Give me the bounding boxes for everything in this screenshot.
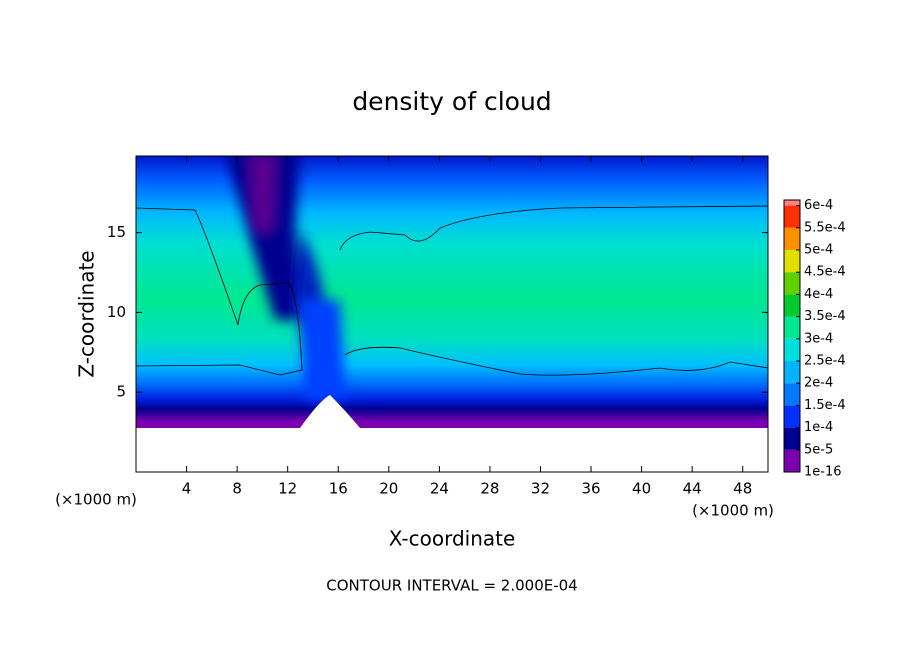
- colorbar-frame: [783, 199, 801, 473]
- colorbar-segment: [784, 383, 800, 406]
- plot-frame: [135, 155, 769, 473]
- x-tick-label: 28: [480, 480, 499, 498]
- colorbar-segment: [784, 427, 800, 450]
- colorbar-label: 3.5e-4: [804, 309, 846, 324]
- x-tick-label: 44: [683, 480, 702, 498]
- contour-note: CONTOUR INTERVAL = 2.000E-04: [326, 577, 577, 595]
- colorbar-label: 6e-4: [804, 198, 833, 213]
- field: [136, 156, 768, 472]
- x-tick-label: 32: [531, 480, 550, 498]
- colorbar-label: 4e-4: [804, 287, 833, 302]
- colorbar-segment: [784, 227, 800, 250]
- y-tick-label: 10: [107, 303, 126, 321]
- x-tick-label: 24: [430, 480, 449, 498]
- colorbar-segment: [784, 294, 800, 317]
- y-tick-label: 5: [116, 383, 126, 401]
- y-tick-label: 15: [107, 223, 126, 241]
- colorbar-segment: [784, 449, 800, 472]
- colorbar-label: 2e-4: [804, 376, 833, 391]
- colorbar-segment: [784, 205, 800, 228]
- x-tick-label: 12: [278, 480, 297, 498]
- x-unit-label: (×1000 m): [55, 491, 137, 509]
- x-tick-label: 40: [632, 480, 651, 498]
- colorbar-segment: [784, 316, 800, 339]
- x-tick-label: 8: [232, 480, 242, 498]
- colorbar-label: 1.5e-4: [804, 398, 846, 413]
- colorbar-label: 1e-16: [804, 465, 842, 480]
- colorbar-label: 5.5e-4: [804, 220, 846, 235]
- colorbar-label: 5e-4: [804, 243, 833, 258]
- colorbar-segment: [784, 361, 800, 384]
- colorbar-segment: [784, 250, 800, 273]
- colorbar-segment: [784, 200, 800, 206]
- x-unit-label: (×1000 m): [692, 502, 774, 520]
- x-tick-label: 36: [581, 480, 600, 498]
- chart-title: density of cloud: [352, 87, 551, 116]
- colorbar-segment: [784, 272, 800, 295]
- colorbar-segment: [784, 405, 800, 428]
- x-tick-label: 20: [379, 480, 398, 498]
- x-tick-label: 16: [329, 480, 348, 498]
- colorbar-label: 3e-4: [804, 331, 833, 346]
- x-tick-label: 4: [182, 480, 192, 498]
- colorbar-label: 1e-4: [804, 420, 833, 435]
- colorbar-label: 4.5e-4: [804, 265, 846, 280]
- colorbar-label: 2.5e-4: [804, 354, 846, 369]
- x-tick-label: 48: [733, 480, 752, 498]
- colorbar-segment: [784, 338, 800, 361]
- colorbar-label: 5e-5: [804, 442, 833, 457]
- x-axis-label: X-coordinate: [389, 527, 516, 551]
- y-axis-label: Z-coordinate: [75, 250, 99, 377]
